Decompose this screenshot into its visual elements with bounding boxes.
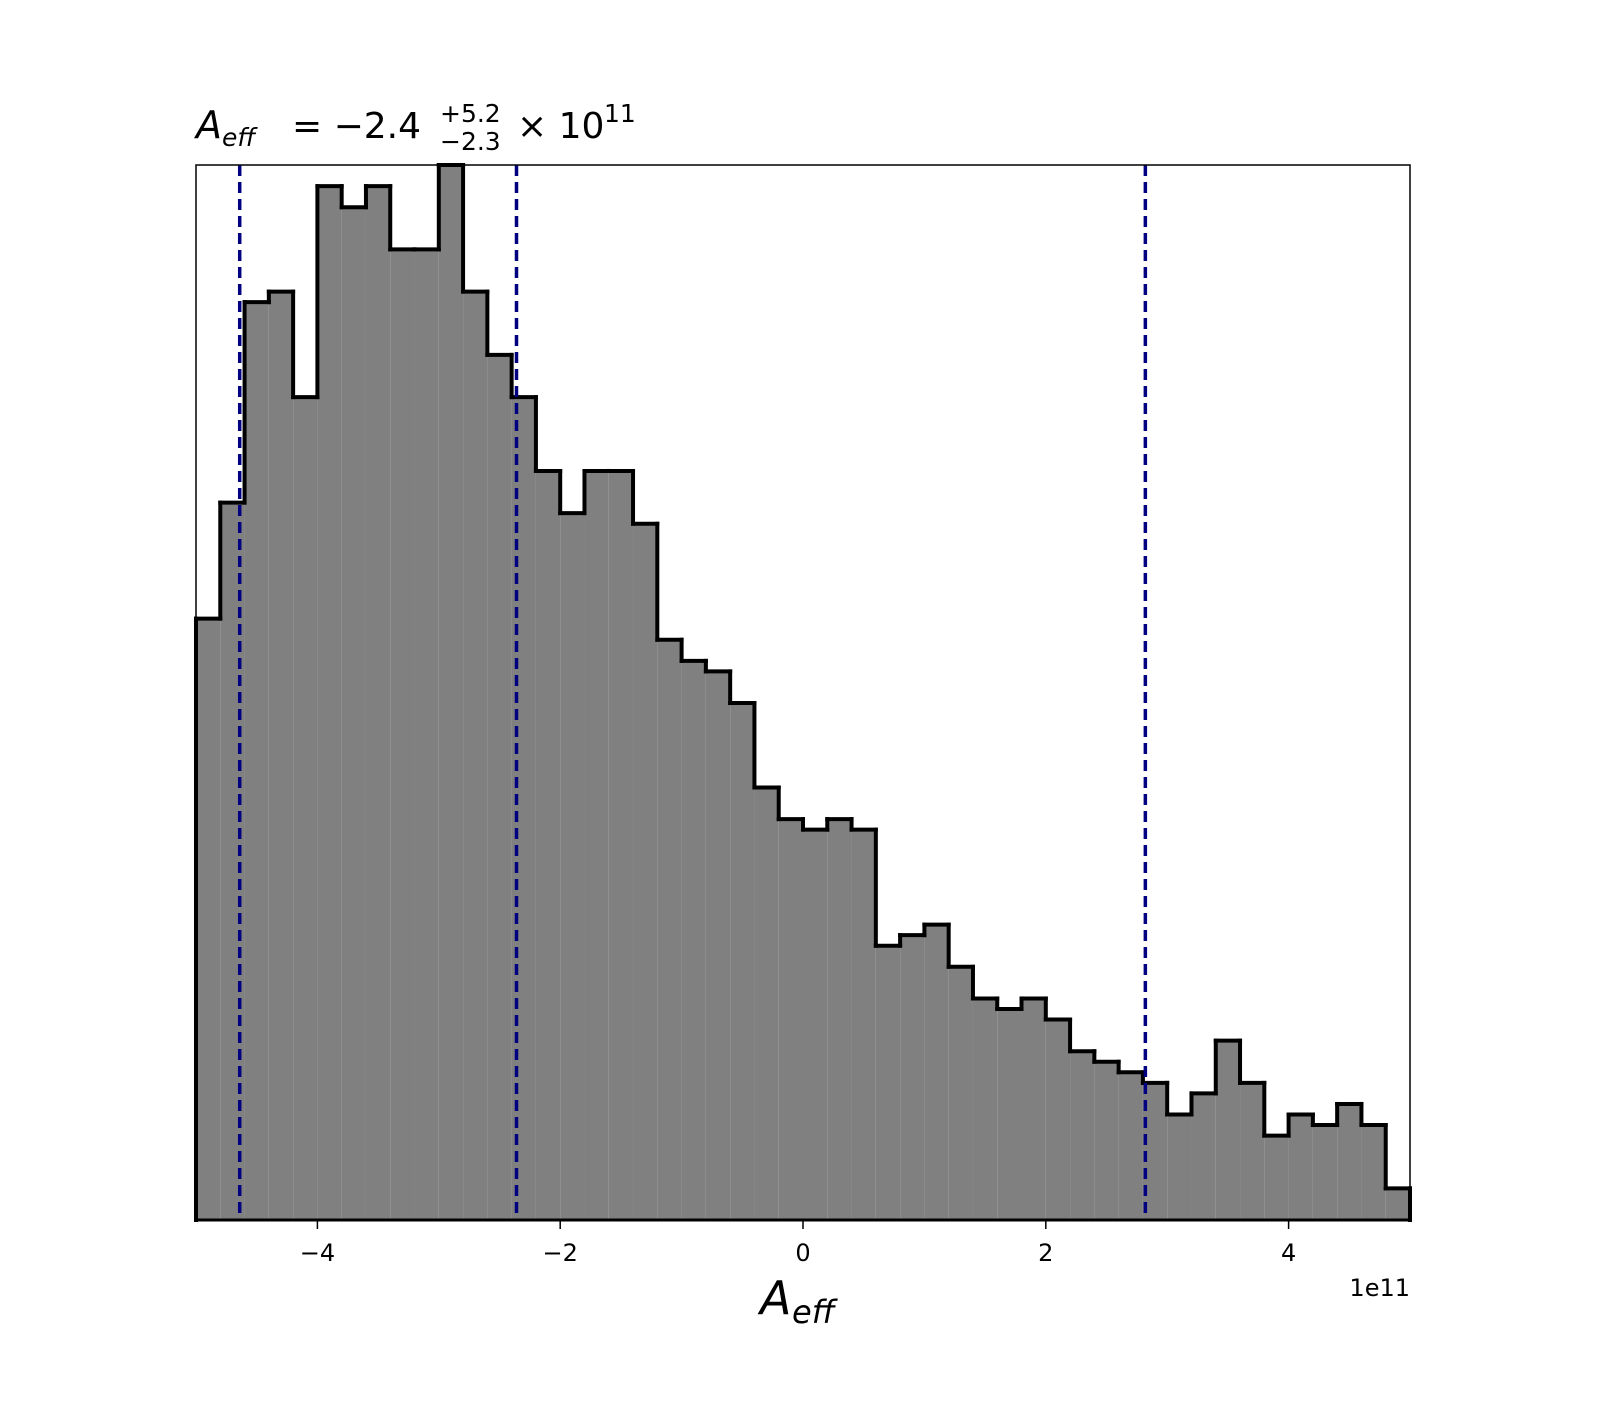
bar [924,924,949,1220]
bar [948,966,973,1220]
bar [1337,1103,1362,1220]
bar [341,207,366,1220]
bar [268,291,294,1221]
bar [365,186,391,1221]
bar [1240,1082,1265,1220]
bar [1045,1019,1071,1220]
bar [681,660,706,1220]
bar [1312,1125,1338,1220]
bar [1167,1114,1192,1220]
bar [754,787,779,1220]
bar [511,397,536,1221]
bar [1385,1188,1410,1220]
x-label-symbol: A [757,1271,791,1325]
bar [487,354,512,1220]
bar [1191,1093,1216,1220]
title-subscript: eff [222,123,258,152]
x-tick-label: −2 [543,1239,578,1267]
bar [390,249,415,1220]
bar [1264,1135,1289,1220]
bar [1070,1051,1095,1220]
bar [633,523,658,1220]
bar [997,1009,1022,1220]
bar [705,671,731,1220]
x-offset-label: 1e11 [1349,1274,1410,1302]
bar [244,302,269,1220]
title-value: = −2.4 [292,106,421,147]
bar [657,639,682,1220]
bar [803,829,828,1220]
bar [317,186,342,1221]
x-tick-label: −4 [300,1239,335,1267]
title-multiplier: × 10 [517,106,604,147]
bar [1021,998,1046,1220]
bar [900,935,925,1220]
bar [1118,1072,1143,1220]
bar [1215,1040,1241,1220]
title-upper-error: +5.2 [440,99,501,128]
bar [584,470,609,1220]
bar [414,249,439,1220]
bar [827,819,852,1220]
bar [851,829,876,1220]
bar [1094,1061,1119,1220]
bar [730,703,755,1220]
bar [1361,1125,1386,1220]
bar [778,819,803,1220]
x-label-subscript: eff [792,1293,839,1331]
bar [875,945,901,1220]
x-axis-label: A eff [757,1271,839,1331]
title-symbol: A [193,103,222,147]
bar [438,165,464,1220]
bar [608,470,634,1220]
histogram-outline [194,163,1412,1222]
x-tick-label: 4 [1281,1239,1296,1267]
title-exponent: 11 [604,99,636,128]
bar [293,397,318,1221]
chart-title: A eff = −2.4 +5.2 −2.3 × 10 11 [193,99,636,156]
bar [972,998,998,1220]
histogram [196,165,1410,1221]
bar [463,291,488,1221]
bar [535,470,561,1220]
bar [560,513,585,1220]
bar [1288,1114,1313,1220]
title-lower-error: −2.3 [440,127,501,156]
x-tick-label: 0 [795,1239,810,1267]
bar [196,618,221,1220]
x-tick-label: 2 [1038,1239,1053,1267]
